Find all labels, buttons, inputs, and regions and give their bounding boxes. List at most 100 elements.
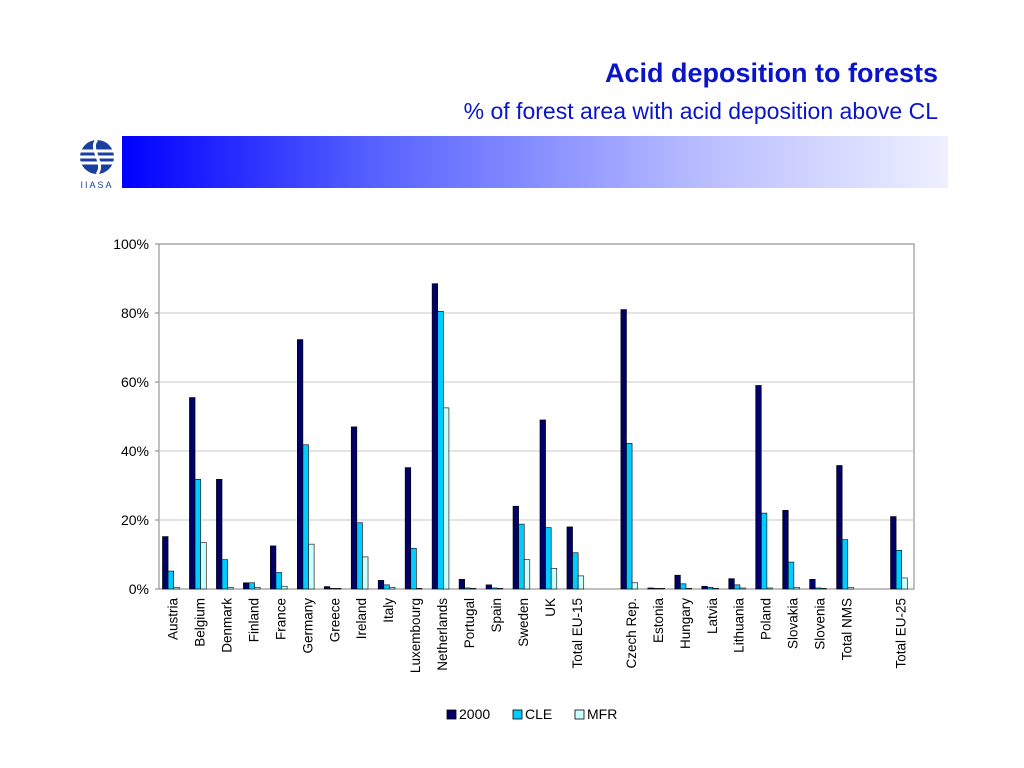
- iiasa-logo: IIASA: [80, 138, 114, 190]
- bar-mfr-belgium: [200, 542, 207, 590]
- x-tick-label: Italy: [381, 598, 396, 623]
- y-tick-label: 100%: [113, 236, 149, 252]
- bar-2000-total-eu-25: [890, 516, 897, 590]
- bar-2000-total-eu-15: [566, 526, 573, 590]
- bar-mfr-lithuania: [739, 587, 746, 590]
- slide-subtitle: % of forest area with acid deposition ab…: [463, 98, 938, 124]
- bar-cle-portugal: [464, 587, 471, 590]
- bar-2000-estonia: [647, 587, 654, 590]
- bar-2000-germany: [297, 339, 304, 590]
- bar-cle-finland: [248, 582, 255, 590]
- bar-mfr-portugal: [469, 588, 477, 590]
- y-tick-label: 60%: [121, 374, 149, 390]
- bar-2000-hungary: [674, 574, 681, 590]
- bar-cle-lithuania: [734, 584, 741, 590]
- bar-cle-total-eu-15: [572, 552, 579, 590]
- bar-2000-france: [270, 545, 277, 590]
- legend-label-cle: CLE: [525, 706, 552, 722]
- bar-2000-belgium: [189, 397, 196, 590]
- legend-label-2000: 2000: [459, 706, 490, 722]
- x-tick-label: Netherlands: [435, 598, 450, 671]
- x-tick-label: Estonia: [651, 598, 666, 644]
- slide-title: Acid deposition to forests: [604, 58, 938, 88]
- x-tick-label: Latvia: [705, 598, 720, 635]
- bar-2000-slovakia: [782, 510, 789, 590]
- bar-mfr-france: [281, 585, 288, 590]
- bar-cle-denmark: [221, 559, 228, 590]
- x-tick-label: Total NMS: [840, 598, 855, 660]
- x-tick-label: France: [273, 598, 288, 640]
- bar-mfr-total-eu-25: [901, 577, 908, 590]
- x-tick-label: Denmark: [219, 598, 234, 653]
- bar-2000-finland: [243, 582, 250, 590]
- bar-cle-slovenia: [814, 587, 822, 590]
- bar-cle-netherlands: [437, 310, 444, 590]
- legend-swatch-2000: [446, 709, 457, 720]
- logo-text: IIASA: [80, 180, 113, 190]
- x-tick-label: Finland: [246, 598, 261, 642]
- legend-label-mfr: MFR: [587, 706, 617, 722]
- x-tick-label: Slovenia: [813, 598, 828, 650]
- bar-cle-poland: [760, 512, 768, 590]
- y-tick-label: 0%: [129, 581, 149, 597]
- bar-mfr-netherlands: [443, 407, 450, 590]
- legend-swatch-mfr: [574, 709, 585, 720]
- bar-mfr-spain: [496, 588, 504, 590]
- bar-2000-slovenia: [809, 579, 816, 590]
- bar-cle-spain: [491, 587, 498, 590]
- bar-mfr-germany: [308, 543, 315, 590]
- x-tick-label: Slovakia: [786, 598, 801, 650]
- bar-cle-sweden: [518, 523, 525, 590]
- x-tick-label: UK: [543, 598, 558, 617]
- bar-2000-italy: [377, 580, 385, 590]
- bar-2000-portugal: [458, 579, 465, 590]
- bar-mfr-poland: [766, 587, 773, 590]
- bar-mfr-sweden: [523, 559, 531, 590]
- bar-cle-hungary: [680, 583, 687, 590]
- bar-mfr-latvia: [712, 588, 719, 590]
- bar-2000-uk: [539, 419, 546, 590]
- bar-2000-sweden: [512, 505, 519, 590]
- bar-2000-spain: [485, 584, 492, 590]
- bar-mfr-austria: [173, 586, 180, 590]
- x-tick-label: Luxembourg: [408, 598, 423, 673]
- x-tick-label: Spain: [489, 598, 504, 633]
- y-tick-label: 20%: [121, 512, 149, 528]
- bar-cle-total-nms: [841, 539, 849, 590]
- x-tick-label: Austria: [165, 598, 180, 641]
- bar-2000-czech-rep-: [620, 309, 627, 590]
- x-tick-label: Czech Rep.: [624, 598, 639, 669]
- bar-cle-greece: [329, 588, 336, 590]
- bar-mfr-italy: [389, 586, 396, 590]
- bar-cle-total-eu-25: [895, 550, 903, 590]
- x-tick-label: Germany: [300, 598, 315, 654]
- bar-mfr-denmark: [227, 586, 234, 590]
- x-tick-label: Poland: [759, 598, 774, 640]
- bar-2000-austria: [162, 536, 169, 590]
- title-banner: [122, 136, 948, 188]
- bar-mfr-ireland: [362, 556, 369, 590]
- bar-2000-luxembourg: [404, 467, 412, 590]
- bar-mfr-slovenia: [820, 588, 827, 590]
- bar-cle-ireland: [356, 522, 363, 590]
- bar-cle-czech-rep-: [626, 443, 633, 590]
- bar-2000-netherlands: [431, 283, 439, 590]
- bar-mfr-slovakia: [793, 586, 800, 590]
- bar-cle-luxembourg: [410, 547, 417, 590]
- bar-mfr-hungary: [685, 588, 692, 590]
- bar-mfr-greece: [335, 588, 342, 590]
- bar-2000-greece: [323, 586, 331, 590]
- x-tick-label: Greece: [327, 598, 342, 642]
- bar-cle-uk: [545, 527, 552, 590]
- bar-cle-latvia: [707, 586, 714, 590]
- bar-cle-belgium: [194, 478, 201, 590]
- x-tick-label: Sweden: [516, 598, 531, 647]
- bar-2000-lithuania: [728, 578, 735, 590]
- bar-mfr-estonia: [658, 588, 665, 590]
- bar-2000-latvia: [701, 585, 708, 590]
- bar-2000-ireland: [350, 426, 358, 590]
- x-tick-label: Total EU-25: [894, 598, 909, 669]
- bar-2000-poland: [755, 385, 762, 590]
- x-tick-label: Hungary: [678, 598, 693, 649]
